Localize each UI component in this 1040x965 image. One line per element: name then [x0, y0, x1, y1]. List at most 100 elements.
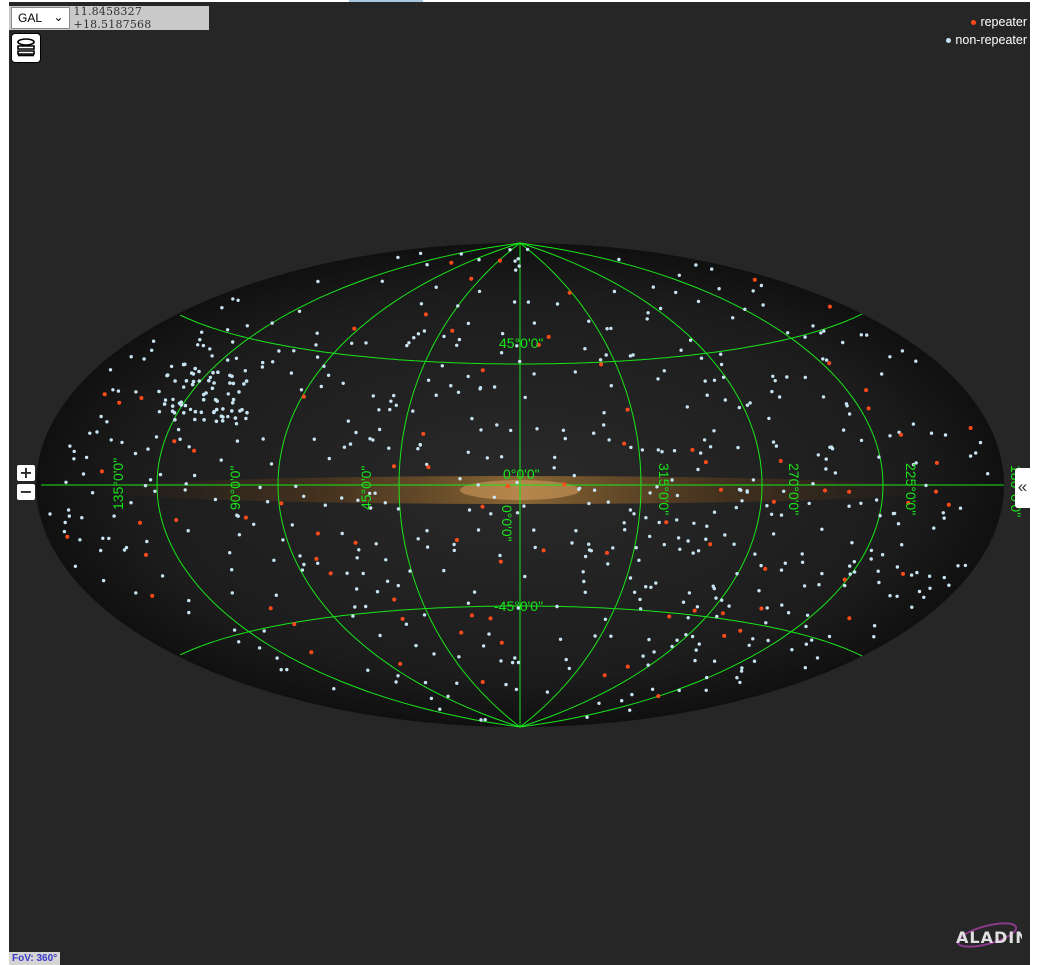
- non-repeater-marker: [555, 302, 560, 306]
- repeater-marker: [934, 489, 938, 494]
- non-repeater-marker: [514, 687, 519, 692]
- non-repeater-marker: [442, 334, 446, 339]
- non-repeater-marker: [423, 680, 428, 685]
- non-repeater-marker: [199, 410, 204, 415]
- layers-button[interactable]: [11, 33, 41, 63]
- non-repeater-marker: [356, 498, 360, 502]
- non-repeater-marker: [112, 514, 116, 518]
- non-repeater-marker: [782, 489, 786, 493]
- legend-item-repeater[interactable]: repeater: [946, 13, 1027, 31]
- non-repeater-marker: [526, 300, 531, 304]
- non-repeater-marker: [740, 666, 744, 670]
- non-repeater-marker: [766, 638, 770, 643]
- repeater-marker: [398, 661, 403, 666]
- non-repeater-marker: [872, 624, 877, 628]
- non-repeater-marker: [481, 644, 486, 648]
- non-repeater-marker: [160, 574, 165, 578]
- non-repeater-marker: [323, 503, 327, 507]
- coordinate-grid: [41, 242, 1004, 728]
- non-repeater-marker: [233, 416, 238, 420]
- non-repeater-marker: [604, 353, 608, 357]
- non-repeater-marker: [646, 311, 650, 315]
- non-repeater-marker: [515, 480, 519, 485]
- lat-label-top: 45°0'0": [499, 335, 543, 351]
- non-repeater-marker: [499, 455, 504, 459]
- non-repeater-marker: [705, 675, 709, 680]
- non-repeater-marker: [299, 388, 304, 392]
- non-repeater-marker: [72, 457, 76, 461]
- non-repeater-marker: [192, 473, 197, 478]
- non-repeater-marker: [477, 289, 482, 294]
- non-repeater-marker: [261, 360, 265, 365]
- non-repeater-marker: [411, 409, 415, 413]
- non-repeater-marker: [407, 341, 411, 345]
- non-repeater-marker: [681, 600, 686, 604]
- non-repeater-marker: [691, 551, 695, 555]
- non-repeater-marker: [878, 514, 882, 518]
- non-repeater-marker: [637, 558, 641, 562]
- non-repeater-marker: [656, 448, 660, 452]
- non-repeater-marker: [656, 377, 660, 381]
- aitoff-sky-map[interactable]: 45°0'0" 0°0'0" -45°0'0" 135°0'0" 90°0'0"…: [9, 2, 1030, 965]
- repeater-marker: [328, 571, 333, 576]
- legend-item-non-repeater[interactable]: non-repeater: [946, 31, 1027, 49]
- repeater-marker: [454, 538, 459, 542]
- non-repeater-marker: [271, 360, 275, 364]
- repeater-marker: [480, 504, 485, 509]
- sky-viewer[interactable]: 45°0'0" 0°0'0" -45°0'0" 135°0'0" 90°0'0"…: [9, 2, 1030, 965]
- non-repeater-marker: [941, 511, 945, 515]
- non-repeater-marker: [606, 500, 610, 504]
- non-repeater-marker: [84, 455, 89, 460]
- non-repeater-marker: [677, 688, 681, 693]
- frame-select[interactable]: GAL ⌄: [11, 7, 70, 29]
- non-repeater-marker: [129, 355, 133, 359]
- non-repeater-marker: [735, 676, 739, 680]
- non-repeater-marker: [290, 523, 294, 527]
- non-repeater-marker: [911, 422, 916, 426]
- non-repeater-marker: [721, 375, 726, 379]
- legend-label-repeater: repeater: [980, 15, 1027, 29]
- non-repeater-marker: [911, 462, 916, 467]
- non-repeater-marker: [228, 373, 232, 378]
- non-repeater-marker: [545, 690, 550, 694]
- non-repeater-marker: [942, 516, 946, 520]
- non-repeater-marker: [225, 328, 230, 332]
- non-repeater-marker: [204, 391, 208, 395]
- non-repeater-marker: [364, 604, 368, 609]
- repeater-marker: [423, 312, 428, 317]
- non-repeater-marker: [236, 298, 240, 302]
- non-repeater-marker: [499, 351, 504, 355]
- coordinate-bar: GAL ⌄ 11.8458327 +18.5187568: [9, 5, 209, 31]
- non-repeater-marker: [703, 379, 707, 383]
- non-repeater-marker: [824, 457, 828, 461]
- non-repeater-marker: [822, 329, 826, 333]
- non-repeater-marker: [771, 374, 775, 378]
- non-repeater-marker: [577, 486, 582, 490]
- non-repeater-marker: [198, 338, 202, 342]
- zoom-in-button[interactable]: +: [17, 465, 35, 481]
- non-repeater-marker: [184, 482, 188, 486]
- non-repeater-marker: [611, 546, 615, 550]
- non-repeater-marker: [717, 287, 721, 291]
- non-repeater-marker: [785, 375, 789, 379]
- non-repeater-marker: [895, 594, 899, 598]
- zoom-out-button[interactable]: −: [17, 484, 35, 500]
- non-repeater-marker: [457, 337, 462, 342]
- non-repeater-marker: [230, 568, 234, 572]
- lon-label-0: 0°0'0": [499, 505, 515, 542]
- non-repeater-marker: [377, 427, 382, 432]
- non-repeater-marker: [212, 410, 216, 415]
- non-repeater-marker: [736, 445, 740, 450]
- non-repeater-marker: [314, 343, 318, 347]
- lon-label-45: 45°0'0": [358, 466, 374, 510]
- repeater-marker: [625, 407, 630, 412]
- non-repeater-marker: [821, 395, 826, 399]
- non-repeater-marker: [378, 633, 382, 638]
- repeater-marker: [469, 613, 474, 618]
- non-repeater-marker: [179, 400, 184, 405]
- non-repeater-marker: [513, 259, 517, 263]
- repeater-marker: [469, 276, 474, 281]
- non-repeater-marker: [315, 355, 320, 359]
- collapse-panel-button[interactable]: «: [1015, 468, 1030, 508]
- repeater-marker: [703, 460, 708, 465]
